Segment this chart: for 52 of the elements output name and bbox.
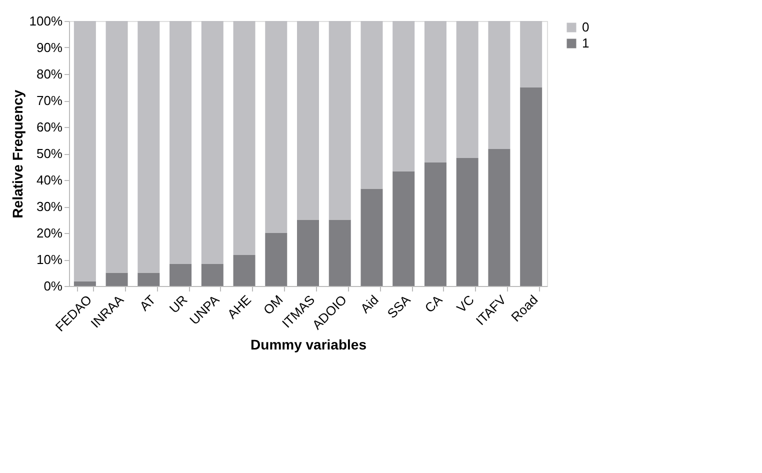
x-tick-label: AT: [136, 292, 158, 314]
y-tick-label: 0%: [44, 278, 63, 294]
bar: [74, 281, 96, 286]
bar: [106, 21, 128, 273]
bar: [297, 220, 319, 286]
x-axis-title: Dummy variables: [250, 336, 367, 352]
bar: [488, 148, 510, 286]
bar: [233, 21, 256, 255]
y-tick-label: 80%: [36, 66, 63, 82]
x-tick-label: UR: [166, 292, 190, 316]
y-axis-title: Relative Frequency: [9, 90, 26, 218]
x-tick-label: VC: [454, 292, 478, 316]
bar: [328, 220, 351, 286]
bar: [392, 171, 415, 286]
y-tick-label: 20%: [36, 226, 63, 240]
bar: [360, 21, 383, 189]
x-tick-label: Aid: [358, 292, 382, 316]
y-tick-label: 60%: [36, 120, 63, 134]
bar: [456, 158, 478, 286]
bar: [138, 272, 160, 286]
bar: [170, 21, 192, 264]
bar: [106, 272, 128, 286]
legend-label: 1: [582, 36, 590, 50]
y-tick-label: 90%: [36, 40, 63, 55]
x-tick-label: OM: [260, 292, 286, 318]
legend-label: 0: [582, 20, 590, 34]
bar: [74, 21, 96, 282]
bar: [424, 21, 446, 162]
x-tick-label: CA: [422, 292, 446, 316]
bar: [392, 21, 415, 172]
bar: [170, 264, 192, 286]
y-tick-label: 50%: [36, 146, 63, 161]
bar: [265, 233, 288, 286]
bar: [233, 254, 256, 286]
x-tick-label: SSA: [384, 292, 414, 322]
y-tick-label: 100%: [29, 14, 63, 28]
y-tick-label: 30%: [36, 199, 63, 214]
y-tick-label: 40%: [36, 172, 63, 188]
bar: [328, 21, 351, 220]
bar: [456, 21, 478, 158]
bar: [265, 21, 288, 233]
y-tick-label: 70%: [36, 93, 63, 108]
bar: [488, 21, 510, 149]
bar: [360, 188, 383, 286]
bar: [138, 21, 160, 273]
bar: [520, 21, 542, 88]
bar: [520, 87, 542, 286]
bar: [297, 21, 319, 220]
bar: [201, 264, 224, 286]
bar: [201, 21, 224, 264]
bar: [424, 162, 446, 286]
y-tick-label: 10%: [36, 252, 63, 267]
